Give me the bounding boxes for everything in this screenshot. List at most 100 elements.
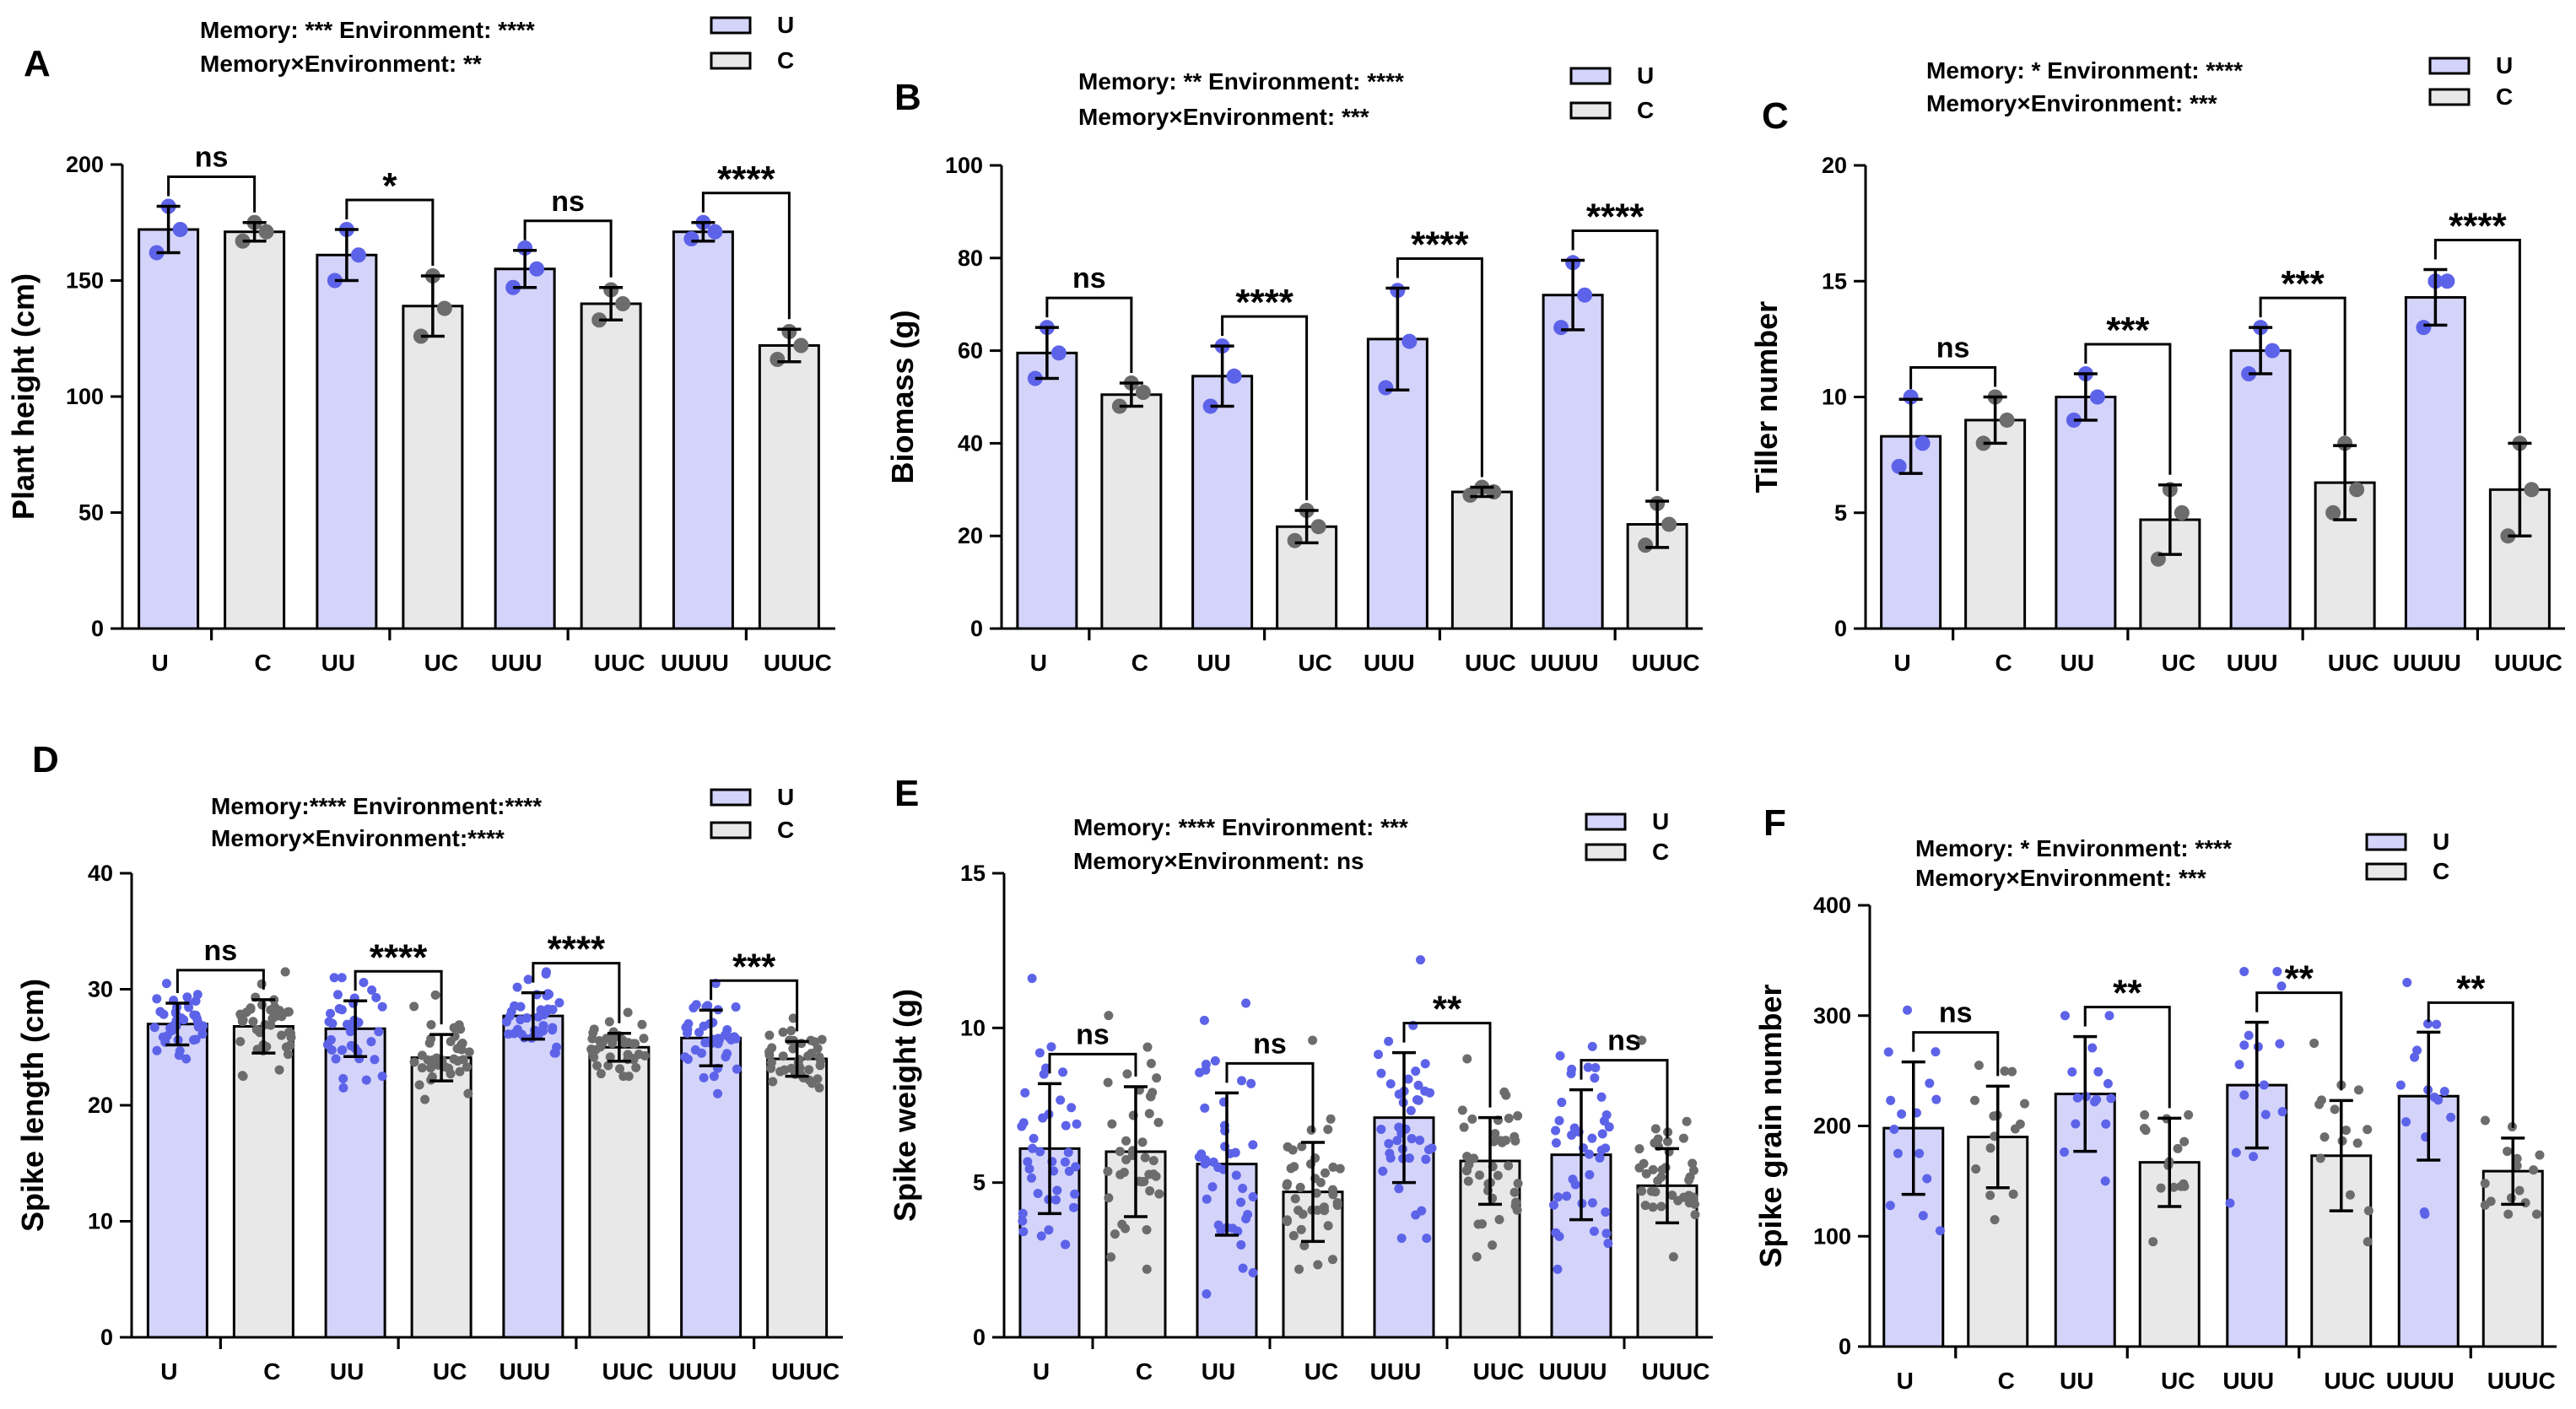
legend-swatch-c bbox=[1585, 843, 1627, 861]
data-point bbox=[1411, 1210, 1421, 1220]
data-point bbox=[1603, 1239, 1613, 1249]
significance-label: ns bbox=[1939, 997, 1973, 1029]
data-point bbox=[2231, 1147, 2241, 1158]
data-point bbox=[338, 1045, 348, 1055]
data-point bbox=[1024, 1163, 1034, 1174]
stats-line-1: Memory: ** Environment: **** bbox=[1078, 68, 1404, 94]
data-point bbox=[608, 1039, 618, 1049]
data-point bbox=[1974, 1061, 1984, 1071]
significance-bracket: *** bbox=[710, 946, 799, 1032]
legend-swatch-c bbox=[710, 51, 752, 70]
data-point bbox=[1332, 1201, 1342, 1211]
data-point bbox=[1551, 1138, 1561, 1148]
bar-group-uu: UU bbox=[322, 973, 400, 1385]
data-point bbox=[1115, 1147, 1125, 1157]
y-tick-label: 0 bbox=[100, 1325, 113, 1350]
data-point bbox=[1290, 1194, 1300, 1204]
data-point bbox=[2524, 482, 2540, 498]
bar bbox=[494, 267, 556, 630]
significance-bracket: **** bbox=[532, 929, 621, 1023]
significance-label: **** bbox=[1235, 282, 1293, 323]
data-point bbox=[804, 1065, 814, 1075]
bracket-line bbox=[354, 969, 443, 1025]
data-point bbox=[152, 994, 162, 1004]
data-point bbox=[425, 1063, 435, 1073]
bar bbox=[580, 302, 642, 630]
data-point bbox=[501, 1017, 511, 1027]
significance-label: *** bbox=[732, 946, 776, 987]
data-point bbox=[2512, 1153, 2522, 1163]
data-point bbox=[604, 1017, 614, 1027]
data-point bbox=[271, 1012, 281, 1022]
bar-group-uu: UU bbox=[1194, 998, 1272, 1385]
data-point bbox=[346, 1021, 356, 1031]
data-point bbox=[1288, 1231, 1299, 1241]
bar-group-uu: UU bbox=[316, 222, 392, 676]
significance-bracket: **** bbox=[701, 159, 791, 320]
data-point bbox=[589, 1052, 599, 1062]
data-point bbox=[2265, 343, 2281, 359]
y-tick-label: 40 bbox=[958, 430, 983, 456]
data-point bbox=[1231, 1170, 1241, 1180]
significance-label: ns bbox=[1076, 1018, 1110, 1050]
data-point bbox=[1601, 1228, 1612, 1239]
bar-group-uuuc: UUUC bbox=[753, 1013, 840, 1385]
data-point bbox=[2093, 1066, 2103, 1077]
data-point bbox=[1154, 1189, 1164, 1199]
data-point bbox=[2176, 1181, 2186, 1191]
x-tick-label: UU bbox=[2060, 1368, 2093, 1394]
legend-label-u: U bbox=[1637, 62, 1654, 89]
bar bbox=[2055, 396, 2117, 630]
bar bbox=[502, 1014, 564, 1339]
panel-b: B Memory: ** Environment: **** Memory×Envi… bbox=[885, 62, 1703, 676]
data-point bbox=[1142, 1225, 1152, 1235]
data-point bbox=[1210, 1055, 1220, 1066]
data-point bbox=[778, 1051, 788, 1061]
data-point bbox=[458, 1055, 468, 1065]
data-point bbox=[1461, 1166, 1472, 1176]
data-point bbox=[449, 1023, 459, 1033]
data-point bbox=[1046, 1042, 1056, 1052]
data-point bbox=[1104, 1011, 1114, 1021]
data-point bbox=[541, 1007, 551, 1018]
data-point bbox=[1200, 1103, 1210, 1113]
data-point bbox=[1248, 1267, 1258, 1277]
data-point bbox=[2341, 1126, 2352, 1136]
bar-group-uuuu: UUUU bbox=[1531, 255, 1617, 676]
y-tick-label: 20 bbox=[958, 523, 983, 548]
data-point bbox=[1060, 1157, 1070, 1167]
data-point bbox=[2156, 1183, 2166, 1193]
data-point bbox=[1376, 1124, 1386, 1134]
data-point bbox=[1422, 1234, 1432, 1244]
data-point bbox=[417, 1050, 427, 1061]
bar bbox=[138, 228, 200, 630]
data-point bbox=[258, 224, 274, 240]
significance-label: ** bbox=[2285, 958, 2314, 1000]
legend-swatch-c bbox=[710, 821, 752, 839]
data-point bbox=[1050, 345, 1067, 361]
data-point bbox=[371, 992, 381, 1002]
bar-group-uuu: UUU bbox=[1370, 955, 1449, 1385]
significance-label: ** bbox=[1433, 989, 1462, 1030]
legend-label-c: C bbox=[777, 817, 794, 843]
data-point bbox=[2412, 1045, 2422, 1055]
data-point bbox=[2140, 1109, 2150, 1120]
data-point bbox=[596, 1069, 606, 1079]
significance-bracket: **** bbox=[354, 937, 443, 1025]
data-point bbox=[326, 1008, 336, 1018]
data-point bbox=[1137, 1137, 1148, 1147]
data-point bbox=[1248, 1140, 1258, 1150]
bracket-line bbox=[1396, 256, 1483, 478]
data-point bbox=[350, 247, 366, 263]
data-point bbox=[1553, 1264, 1563, 1274]
data-point bbox=[1110, 1229, 1120, 1239]
data-point bbox=[1241, 998, 1251, 1008]
data-point bbox=[1028, 1143, 1038, 1153]
data-point bbox=[172, 222, 188, 237]
data-point bbox=[1052, 1185, 1062, 1196]
data-point bbox=[2363, 1206, 2373, 1216]
data-point bbox=[2071, 1119, 2081, 1129]
data-point bbox=[324, 1017, 334, 1027]
data-point bbox=[2439, 1087, 2449, 1097]
